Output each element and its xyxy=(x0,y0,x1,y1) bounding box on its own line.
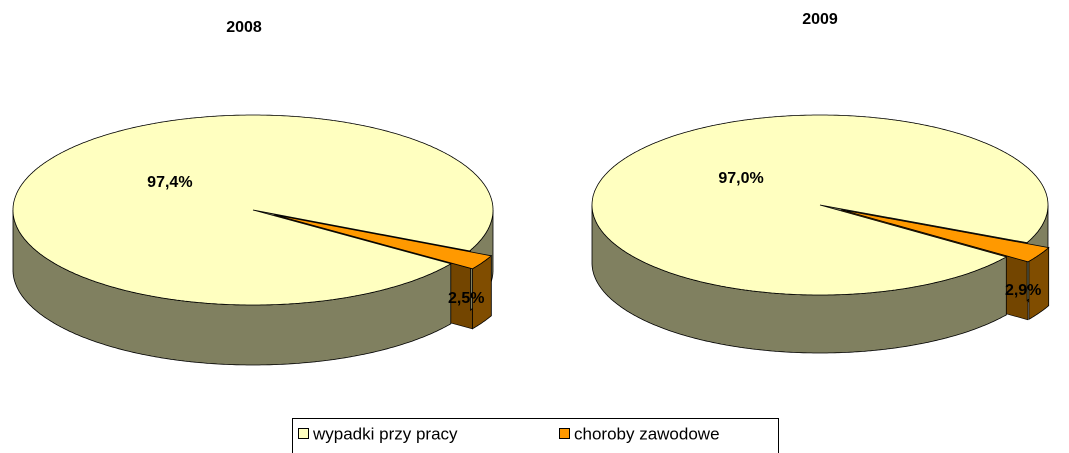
legend-box xyxy=(292,418,779,453)
data-label: 2,5% xyxy=(448,290,484,307)
chart-title: 2009 xyxy=(802,11,838,28)
data-label: 97,4% xyxy=(147,174,192,191)
slice xyxy=(841,209,1050,263)
legend-swatch xyxy=(298,428,309,439)
chart-title: 2008 xyxy=(226,19,262,36)
legend-label: wypadki przy pracy xyxy=(312,424,458,443)
slice xyxy=(274,214,493,270)
data-label: 97,0% xyxy=(718,170,763,187)
slice xyxy=(12,114,494,306)
data-label: 2,9% xyxy=(1005,282,1041,299)
legend-label: choroby zawodowe xyxy=(574,424,720,443)
legend-swatch xyxy=(559,428,570,439)
slice xyxy=(591,114,1049,296)
